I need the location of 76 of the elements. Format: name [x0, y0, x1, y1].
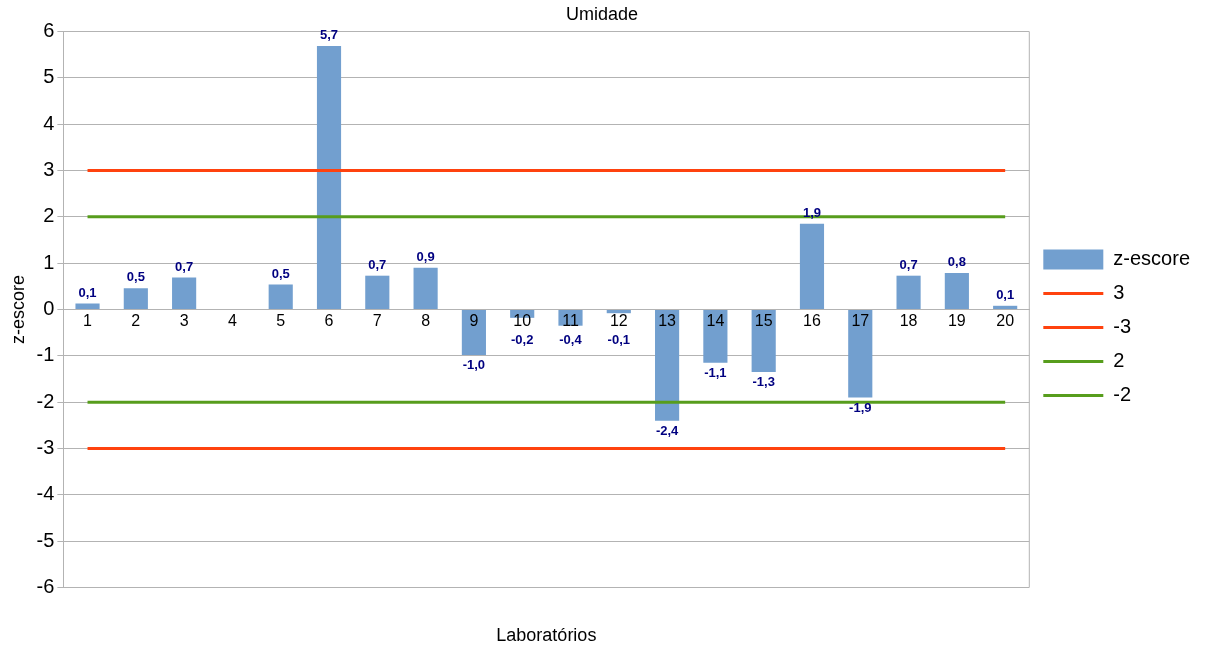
y-tick-label: 5 [43, 65, 55, 88]
y-tick-label: -6 [36, 574, 55, 597]
x-tick-label: 13 [658, 311, 677, 329]
data-label: -1,9 [849, 399, 872, 415]
data-label: 0,1 [78, 284, 97, 300]
x-tick-label: 11 [562, 311, 579, 329]
y-tick-label: 2 [43, 204, 55, 227]
x-tick-label: 2 [131, 311, 141, 329]
legend-label: -3 [1113, 315, 1132, 338]
x-tick-label: 3 [179, 311, 189, 329]
bar [172, 277, 197, 309]
x-tick-label: 6 [324, 311, 334, 329]
legend-label: z-escore [1113, 247, 1191, 270]
bar [799, 223, 825, 309]
bar [944, 272, 969, 309]
y-tick-label: 6 [43, 19, 55, 42]
legend-label: 2 [1113, 349, 1125, 372]
chart-title: Umidade [565, 3, 639, 24]
bar [993, 305, 1018, 309]
bar [365, 275, 390, 309]
y-tick-label: 3 [43, 158, 55, 181]
y-tick-label: 0 [43, 297, 55, 320]
x-tick-label: 12 [609, 311, 628, 329]
x-tick-label: 15 [754, 311, 773, 329]
x-tick-label: 5 [276, 311, 286, 329]
data-label: 0,5 [271, 265, 290, 281]
bar [268, 284, 293, 309]
data-label: -0,2 [511, 331, 534, 347]
y-tick-label: 4 [43, 111, 55, 134]
bar [703, 310, 728, 363]
data-label: 0,1 [996, 286, 1015, 302]
bar [413, 267, 438, 309]
y-axis-title: z-escore [7, 274, 28, 345]
x-tick-label: 1 [83, 311, 93, 329]
data-label: 0,7 [368, 256, 387, 272]
data-label: 0,9 [416, 248, 435, 264]
bar [848, 310, 873, 398]
y-tick-label: 1 [43, 250, 55, 273]
y-tick-label: -1 [36, 343, 55, 366]
bar [606, 310, 631, 314]
data-label: -1,3 [752, 374, 775, 390]
x-tick-label: 7 [372, 311, 382, 329]
x-tick-label: 9 [469, 311, 479, 329]
data-label: -1,1 [704, 364, 727, 380]
data-label: 0,8 [947, 253, 966, 269]
data-label: -2,4 [655, 422, 680, 438]
data-label: -1,0 [462, 356, 486, 372]
y-tick-label: -4 [36, 482, 55, 505]
bar [461, 310, 486, 355]
data-label: 5,7 [319, 27, 339, 43]
bar [123, 288, 148, 309]
x-tick-label: 4 [227, 311, 237, 329]
x-tick-label: 14 [706, 311, 725, 329]
y-tick-label: -3 [36, 435, 55, 458]
bar [75, 303, 100, 309]
data-label: 0,7 [899, 256, 918, 272]
bar [655, 310, 680, 421]
data-label: -0,4 [559, 331, 583, 347]
legend-label: 3 [1113, 281, 1125, 304]
bar [896, 275, 921, 309]
data-label: 0,7 [175, 258, 194, 274]
legend-label: -2 [1113, 383, 1132, 406]
y-tick-label: -5 [36, 528, 55, 551]
x-tick-label: 16 [803, 311, 821, 329]
x-tick-label: 8 [421, 311, 431, 329]
x-tick-label: 18 [899, 311, 918, 329]
x-axis-title: Laboratórios [496, 625, 597, 646]
data-label: 0,5 [126, 269, 145, 285]
x-tick-label: 19 [947, 311, 966, 329]
y-tick-label: -2 [36, 389, 55, 412]
x-tick-label: 20 [996, 311, 1015, 329]
bar [316, 45, 342, 309]
x-tick-label: 10 [513, 311, 532, 329]
bar [751, 310, 776, 373]
x-tick-label: 17 [851, 311, 870, 329]
data-label: -0,1 [607, 331, 630, 347]
